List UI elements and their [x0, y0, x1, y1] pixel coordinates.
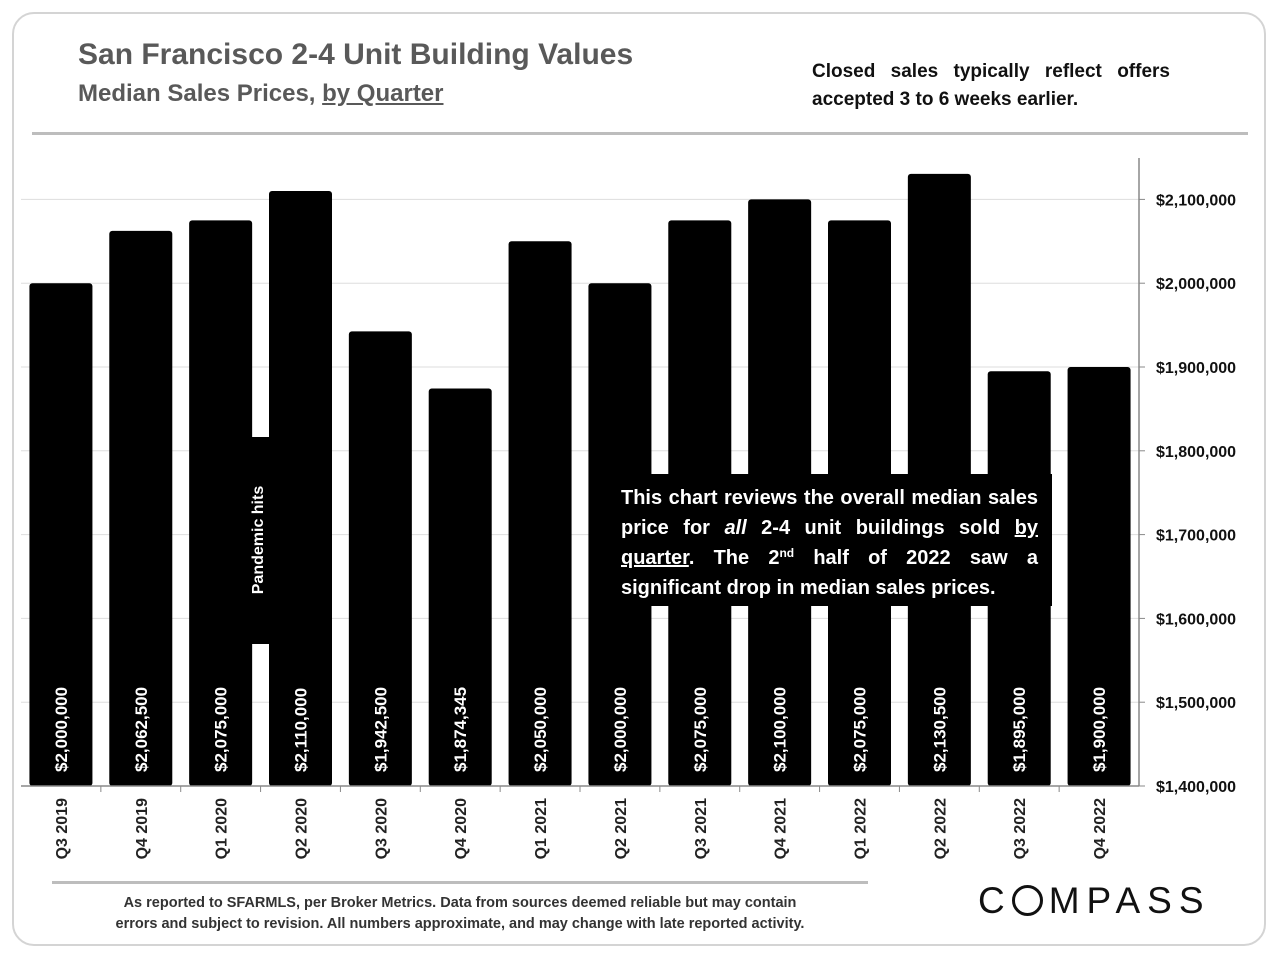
x-tick-label: Q3 2022: [1012, 798, 1029, 859]
bar: [1067, 367, 1131, 786]
annotation-text-3: 2-4 unit buildings sold: [746, 517, 1015, 539]
logo-o-ring: [1011, 885, 1043, 916]
y-tick-label: $1,900,000: [1156, 360, 1236, 377]
closed-sales-note: Closed sales typically reflect offers ac…: [812, 61, 1170, 110]
bar-value-label: $1,874,345: [451, 687, 470, 772]
x-tick-label: Q1 2020: [214, 798, 231, 859]
bar-value-label: $1,942,500: [371, 687, 390, 772]
annotation-text-2: all: [724, 517, 747, 539]
bar-value-label: $1,900,000: [1090, 687, 1109, 772]
bar-value-label: $2,050,000: [531, 687, 550, 772]
annotation-superscript: nd: [779, 546, 795, 560]
y-tick-label: $1,600,000: [1156, 611, 1236, 628]
bar: [348, 331, 412, 786]
x-tick-label: Q3 2020: [373, 798, 390, 859]
bar-value-label: $2,000,000: [52, 687, 71, 772]
x-tick-label: Q4 2020: [453, 798, 470, 859]
chart-title: San Francisco 2-4 Unit Building Values: [78, 38, 634, 71]
bar: [428, 388, 492, 786]
y-tick-label: $1,700,000: [1156, 528, 1236, 545]
y-tick-label: $1,500,000: [1156, 695, 1236, 712]
chart-subtitle: Median Sales Prices, by Quarter: [78, 80, 444, 108]
bottom-divider: [52, 881, 868, 884]
bar: [189, 220, 253, 787]
x-tick-label: Q4 2019: [134, 798, 151, 859]
compass-logo: C MPASS: [978, 880, 1211, 921]
x-tick-label: Q4 2021: [773, 798, 790, 859]
bar-value-label: $1,895,000: [1010, 687, 1029, 772]
bar-value-label: $2,075,000: [851, 687, 870, 772]
x-tick-label: Q3 2021: [693, 798, 710, 859]
x-tick-label: Q2 2021: [613, 798, 630, 859]
annotation-text-5: . The 2: [688, 547, 780, 569]
bar-value-label: $2,110,000: [292, 688, 311, 772]
bar: [508, 241, 572, 787]
x-tick-label: Q4 2022: [1092, 798, 1109, 859]
x-tick-label: Q2 2022: [932, 798, 949, 859]
x-tick-label: Q2 2020: [294, 798, 311, 859]
logo-text: MPASS: [1048, 880, 1211, 921]
bar-value-label: $2,130,500: [930, 687, 949, 772]
annotation-text-6: half of 2022 saw a significant drop in m…: [621, 547, 1038, 599]
bar: [29, 283, 93, 786]
x-tick-label: Q1 2021: [533, 798, 550, 859]
y-tick-label: $2,000,000: [1156, 276, 1236, 293]
bar-value-label: $2,075,000: [212, 687, 231, 772]
y-tick-label: $1,800,000: [1156, 444, 1236, 461]
bar-value-label: $2,100,000: [771, 687, 790, 772]
bar: [269, 191, 332, 786]
pandemic-label: Pandemic hits: [250, 485, 267, 595]
subtitle-underlined: by Quarter: [322, 80, 444, 107]
x-tick-label: Q1 2022: [853, 798, 870, 859]
y-tick-label: $2,100,000: [1156, 192, 1236, 209]
annotation-text-4: by quarter: [621, 517, 1038, 569]
source-footnote: As reported to SFARMLS, per Broker Metri…: [60, 893, 860, 935]
bar-value-label: $2,075,000: [691, 687, 710, 772]
annotation-text-1: This chart reviews the overall median sa…: [621, 487, 1038, 539]
footnote-line-1: As reported to SFARMLS, per Broker Metri…: [123, 895, 797, 911]
bar-value-label: $2,000,000: [611, 687, 630, 772]
top-divider: [32, 132, 1248, 135]
bar-value-label: $2,062,500: [132, 687, 151, 772]
y-tick-label: $1,400,000: [1156, 779, 1236, 796]
footnote-line-2: errors and subject to revision. All numb…: [115, 916, 805, 932]
bar: [109, 230, 173, 786]
chart-annotation: This chart reviews the overall median sa…: [604, 474, 1052, 606]
x-tick-label: Q3 2019: [54, 798, 71, 859]
subtitle-prefix: Median Sales Prices,: [78, 80, 323, 107]
pandemic-marker: [250, 437, 270, 644]
